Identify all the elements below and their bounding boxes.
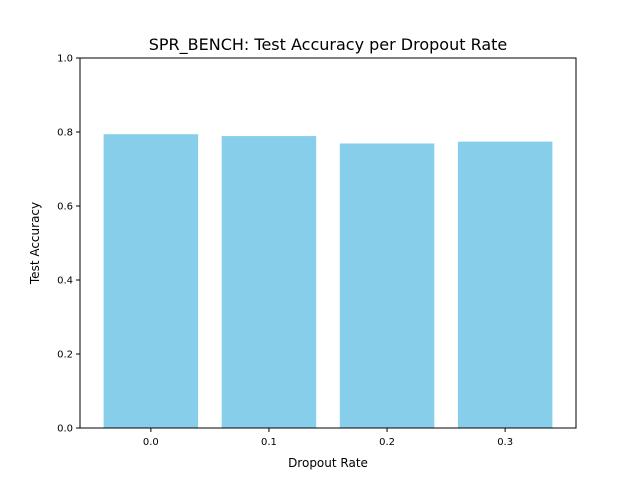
y-tick-label: 0.4	[57, 276, 73, 287]
y-axis-ticks: 0.0 0.2 0.4 0.6 0.8 1.0	[57, 54, 80, 435]
y-tick-label: 0.0	[57, 424, 73, 435]
chart-title: SPR_BENCH: Test Accuracy per Dropout Rat…	[149, 35, 508, 55]
x-tick-label: 0.3	[497, 437, 513, 448]
x-axis-label: Dropout Rate	[288, 456, 368, 470]
bar-0.3	[457, 141, 553, 428]
bar-0.0	[103, 134, 199, 428]
x-tick-label: 0.2	[379, 437, 395, 448]
bar-0.2	[339, 143, 435, 428]
y-tick-label: 0.6	[57, 202, 73, 213]
plot-frame	[79, 57, 577, 429]
y-tick-label: 0.2	[57, 350, 73, 361]
x-axis-ticks: 0.0 0.1 0.2 0.3	[143, 428, 513, 448]
y-tick-label: 1.0	[57, 54, 73, 65]
x-tick-label: 0.0	[143, 437, 159, 448]
bar-0.1	[221, 136, 317, 428]
bars-group	[103, 134, 553, 428]
x-tick-label: 0.1	[261, 437, 277, 448]
y-axis-label: Test Accuracy	[28, 202, 42, 285]
y-tick-label: 0.8	[57, 128, 73, 139]
